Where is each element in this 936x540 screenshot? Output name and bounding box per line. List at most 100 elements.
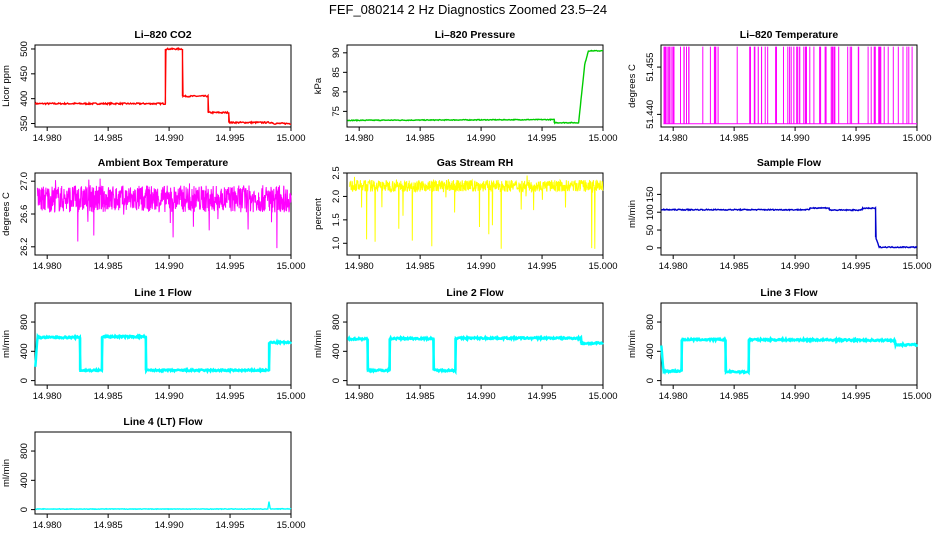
x-tick-label: 14.995 xyxy=(216,133,245,144)
chart-title: Line 3 Flow xyxy=(760,287,818,299)
plot-frame xyxy=(660,302,918,386)
x-tick-label: 14.985 xyxy=(94,520,123,531)
plot-frame xyxy=(34,172,292,256)
plot-frame xyxy=(34,44,292,128)
y-tick-label: 0 xyxy=(331,378,342,383)
chart-panel-8: Line 2 Flow ml/min 14.980 14.985 14.990 14.99… xyxy=(313,287,618,402)
y-axis-label: ml/min xyxy=(1,330,12,358)
plot-frame xyxy=(346,44,604,128)
chart-panel-5: Gas Stream RH percent 14.980 14.985 14.990 14… xyxy=(313,157,618,272)
y-tick-label: 350 xyxy=(19,116,30,132)
x-tick-label: 14.985 xyxy=(94,391,123,402)
plot-frame xyxy=(346,302,604,386)
chart-panel-7: Line 1 Flow ml/min 14.980 14.985 14.990 14.99… xyxy=(1,287,306,402)
x-tick-label: 14.985 xyxy=(406,261,435,272)
plot-frame xyxy=(660,172,918,256)
y-tick-label: 400 xyxy=(19,343,30,359)
series-line xyxy=(349,175,604,249)
y-tick-label: 80 xyxy=(331,87,342,98)
x-tick-label: 14.990 xyxy=(467,261,496,272)
y-axis-label: ml/min xyxy=(627,330,638,358)
y-axis-label: kPa xyxy=(313,77,324,94)
y-tick-label: 400 xyxy=(331,343,342,359)
x-tick-label: 14.980 xyxy=(345,391,374,402)
x-tick-label: 15.000 xyxy=(902,391,931,402)
y-tick-label: 450 xyxy=(19,66,30,82)
x-tick-label: 14.990 xyxy=(155,391,184,402)
y-tick-label: 2.5 xyxy=(331,166,342,179)
y-tick-label: 1.5 xyxy=(331,213,342,226)
series-line xyxy=(347,334,604,376)
y-tick-label: 51.455 xyxy=(645,53,656,82)
series-line xyxy=(34,332,293,375)
x-tick-label: 14.995 xyxy=(216,520,245,531)
x-tick-label: 14.980 xyxy=(33,261,62,272)
x-tick-label: 14.985 xyxy=(94,133,123,144)
y-tick-label: 100 xyxy=(645,204,656,220)
x-tick-label: 14.985 xyxy=(406,133,435,144)
y-tick-label: 0 xyxy=(645,378,656,383)
x-tick-label: 14.995 xyxy=(528,133,557,144)
x-tick-label: 14.990 xyxy=(467,391,496,402)
chart-panel-4: Ambient Box Temperature degrees C 14.980 14… xyxy=(1,157,306,272)
x-tick-label: 15.000 xyxy=(276,391,305,402)
y-tick-label: 1.0 xyxy=(331,237,342,250)
chart-panel-10: Line 4 (LT) Flow ml/min 14.980 14.985 14.990… xyxy=(1,416,306,531)
x-tick-label: 15.000 xyxy=(588,133,617,144)
y-axis-label: ml/min xyxy=(627,200,638,228)
chart-title: Line 1 Flow xyxy=(134,287,192,299)
x-tick-label: 14.985 xyxy=(720,133,749,144)
x-tick-label: 14.990 xyxy=(781,261,810,272)
x-tick-label: 15.000 xyxy=(276,261,305,272)
x-tick-label: 15.000 xyxy=(902,133,931,144)
y-tick-label: 400 xyxy=(19,91,30,107)
y-axis-label: Licor ppm xyxy=(1,65,12,107)
x-tick-label: 14.985 xyxy=(406,391,435,402)
chart-title: Sample Flow xyxy=(757,157,822,169)
chart-title: Li–820 CO2 xyxy=(134,29,191,41)
y-tick-label: 800 xyxy=(19,443,30,459)
y-tick-label: 26.2 xyxy=(19,238,30,256)
x-tick-label: 14.980 xyxy=(33,520,62,531)
x-tick-label: 14.990 xyxy=(155,133,184,144)
x-tick-label: 14.985 xyxy=(720,261,749,272)
x-tick-label: 15.000 xyxy=(588,261,617,272)
x-tick-label: 14.995 xyxy=(216,391,245,402)
y-tick-label: 800 xyxy=(645,314,656,330)
plot-frame xyxy=(34,431,292,515)
y-tick-label: 26.6 xyxy=(19,205,30,224)
x-tick-label: 14.980 xyxy=(33,391,62,402)
y-tick-label: 85 xyxy=(331,67,342,78)
y-axis-label: degrees C xyxy=(627,64,638,108)
x-tick-label: 14.980 xyxy=(33,133,62,144)
y-axis-label: ml/min xyxy=(313,330,324,358)
x-tick-label: 14.990 xyxy=(155,261,184,272)
y-tick-label: 27.0 xyxy=(19,172,30,191)
series-line xyxy=(34,46,292,126)
x-tick-label: 14.985 xyxy=(720,391,749,402)
chart-title: Gas Stream RH xyxy=(437,157,513,169)
x-tick-label: 14.980 xyxy=(659,391,688,402)
x-tick-label: 14.980 xyxy=(345,261,374,272)
y-tick-label: 0 xyxy=(19,507,30,512)
y-tick-label: 800 xyxy=(331,314,342,330)
x-tick-label: 15.000 xyxy=(588,391,617,402)
page-title: FEF_080214 2 Hz Diagnostics Zoomed 23.5–… xyxy=(328,2,608,17)
x-tick-label: 14.995 xyxy=(528,261,557,272)
chart-panel-9: Line 3 Flow ml/min 14.980 14.985 14.990 14.99… xyxy=(627,287,932,402)
y-tick-label: 150 xyxy=(645,186,656,202)
y-axis-label: degrees C xyxy=(1,192,12,236)
y-tick-label: 400 xyxy=(19,472,30,488)
y-tick-label: 50 xyxy=(645,225,656,236)
x-tick-label: 14.980 xyxy=(659,133,688,144)
x-tick-label: 15.000 xyxy=(276,520,305,531)
series-line xyxy=(661,206,918,249)
x-tick-label: 15.000 xyxy=(276,133,305,144)
x-tick-label: 14.990 xyxy=(781,391,810,402)
x-tick-label: 14.995 xyxy=(216,261,245,272)
x-tick-label: 14.980 xyxy=(345,133,374,144)
x-tick-label: 14.995 xyxy=(842,391,871,402)
chart-title: Ambient Box Temperature xyxy=(98,157,229,169)
y-tick-label: 90 xyxy=(331,48,342,59)
chart-title: Line 2 Flow xyxy=(446,287,504,299)
